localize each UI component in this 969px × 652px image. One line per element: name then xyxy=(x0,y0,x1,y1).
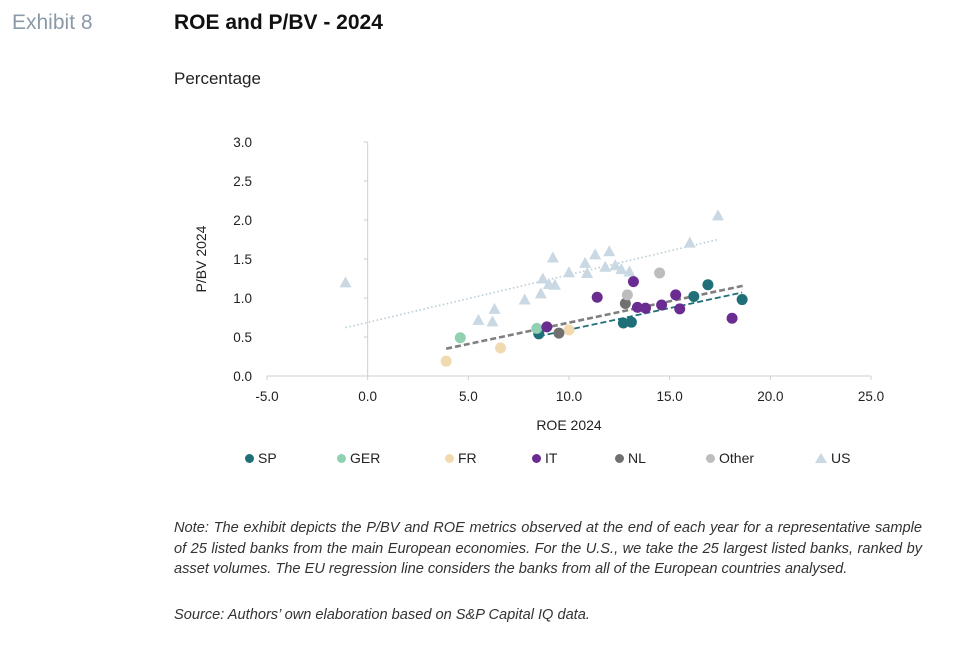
x-tick-label: 20.0 xyxy=(757,389,783,404)
point-us xyxy=(609,259,622,271)
trendlines xyxy=(345,238,745,350)
legend-item-ger: GER xyxy=(337,450,380,466)
x-tick-label: 25.0 xyxy=(858,389,884,404)
x-tick-label: 0.0 xyxy=(358,389,377,404)
legend-item-other: Other xyxy=(706,450,754,466)
point-us xyxy=(599,260,612,272)
point-it xyxy=(631,301,643,313)
y-tick-label: 1.5 xyxy=(233,252,252,267)
point-sp xyxy=(617,317,629,329)
point-fr xyxy=(440,355,452,367)
point-it xyxy=(640,302,652,314)
y-tick-label: 2.5 xyxy=(233,174,252,189)
circle-marker-icon xyxy=(706,453,715,463)
point-us xyxy=(518,293,531,305)
point-other xyxy=(621,289,633,301)
point-us xyxy=(615,263,628,275)
y-tick-label: 0.5 xyxy=(233,330,252,345)
x-tick-label: 15.0 xyxy=(657,389,683,404)
legend-item-sp: SP xyxy=(245,450,277,466)
point-ger xyxy=(531,322,543,334)
x-tick-label: -5.0 xyxy=(255,389,278,404)
legend-label: Other xyxy=(719,450,755,466)
trendline-us xyxy=(345,238,719,329)
chart-subtitle: Percentage xyxy=(174,69,261,88)
legend-label: FR xyxy=(458,450,477,466)
point-it xyxy=(541,321,553,333)
x-tick-label: 10.0 xyxy=(556,389,582,404)
point-us xyxy=(563,266,575,278)
point-us xyxy=(472,313,485,325)
legend-label: SP xyxy=(258,450,277,466)
legend-label: IT xyxy=(545,450,558,466)
point-it xyxy=(674,303,686,315)
point-us xyxy=(486,315,499,327)
y-tick-label: 2.0 xyxy=(233,213,252,228)
point-it xyxy=(656,299,668,311)
point-nl xyxy=(619,297,631,309)
point-us xyxy=(581,267,594,279)
axes: -5.0 0.0 5.0 10.0 15.0 20.0 25.00.00.51.01.52.… xyxy=(193,135,884,433)
point-sp xyxy=(688,290,700,302)
exhibit-label: Exhibit 8 xyxy=(12,11,93,34)
point-us xyxy=(548,278,561,290)
point-fr xyxy=(563,324,575,336)
point-us xyxy=(603,245,616,257)
point-nl xyxy=(553,327,565,339)
y-tick-label: 3.0 xyxy=(233,135,252,150)
point-us xyxy=(589,248,602,260)
point-it xyxy=(591,291,603,303)
legend-label: US xyxy=(831,450,851,466)
point-it xyxy=(670,289,682,301)
point-us xyxy=(536,272,549,284)
point-fr xyxy=(495,342,507,354)
circle-marker-icon xyxy=(445,453,454,463)
trendline-sp xyxy=(538,291,743,338)
circle-marker-icon xyxy=(532,453,541,463)
point-us xyxy=(488,302,501,314)
circle-marker-icon xyxy=(245,453,254,463)
y-axis-title: P/BV 2024 xyxy=(193,225,209,292)
legend-item-fr: FR xyxy=(445,450,477,466)
x-axis-title: ROE 2024 xyxy=(536,417,602,433)
point-us xyxy=(339,276,352,288)
legend-label: GER xyxy=(350,450,381,466)
footnote: Note: The exhibit depicts the P/BV and R… xyxy=(174,520,922,577)
legend-label: NL xyxy=(628,450,646,466)
point-other xyxy=(654,267,666,279)
legend-item-us: US xyxy=(815,450,850,466)
source-note: Source: Authors’ own elaboration based o… xyxy=(174,607,590,623)
triangle-marker-icon xyxy=(815,453,827,463)
point-us xyxy=(534,287,547,299)
point-ger xyxy=(454,332,466,344)
chart-title: ROE and P/BV - 2024 xyxy=(174,11,383,34)
point-sp xyxy=(736,294,748,306)
point-us xyxy=(683,236,696,248)
legend-item-it: IT xyxy=(532,450,557,466)
point-it xyxy=(726,312,738,324)
circle-marker-icon xyxy=(615,453,624,463)
y-tick-label: 0.0 xyxy=(233,369,252,384)
data-points xyxy=(339,209,748,367)
point-us xyxy=(711,209,724,221)
point-us xyxy=(623,265,636,277)
point-us xyxy=(579,256,592,268)
point-it xyxy=(627,276,639,288)
circle-marker-icon xyxy=(337,453,346,463)
point-sp xyxy=(625,316,637,328)
y-tick-label: 1.0 xyxy=(233,291,252,306)
legend-item-nl: NL xyxy=(615,450,646,466)
point-sp xyxy=(702,279,714,291)
point-us xyxy=(546,251,559,263)
x-tick-label: 5.0 xyxy=(459,389,478,404)
